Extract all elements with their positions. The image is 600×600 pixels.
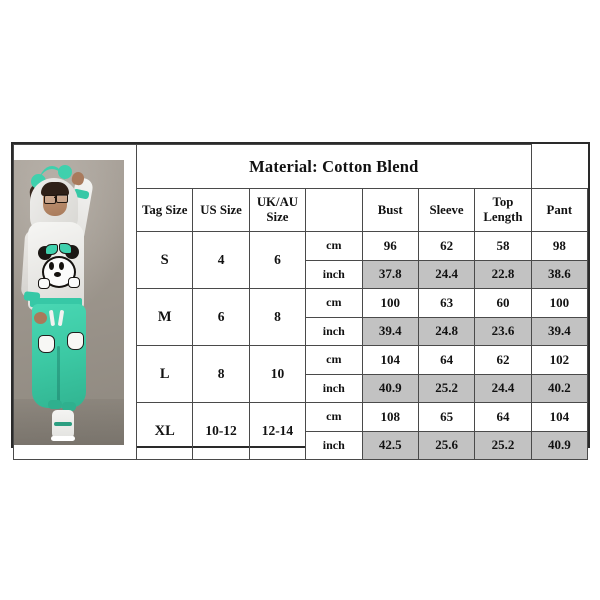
cell-uk-au-size: 10: [248, 345, 307, 403]
cell-tag-size: XL: [135, 402, 194, 460]
cell-bust-cm: 104: [361, 345, 419, 375]
product-photo-cell: [13, 144, 137, 460]
size-chart-container: Material: Cotton Blend Tag Size US Size …: [11, 142, 590, 460]
cell-tag-size: M: [135, 288, 194, 346]
cell-top-length-cm: 62: [474, 345, 532, 375]
cell-pant-inch: 40.9: [530, 430, 589, 460]
hoodie-hem-band: [30, 297, 82, 307]
column-header-row: Tag Size US Size UK/AU Size Bust Sleeve …: [14, 188, 589, 232]
cell-sleeve-inch: 24.4: [417, 259, 476, 289]
table-row: inch 37.8 24.4 22.8 38.6: [14, 259, 589, 289]
cell-unit-inch: inch: [305, 430, 363, 460]
column-header-top-length: Top Length: [474, 188, 532, 232]
cell-pant-cm: 102: [530, 345, 589, 375]
cell-sleeve-cm: 65: [417, 402, 476, 432]
cell-bust-inch: 37.8: [361, 259, 419, 289]
cell-sleeve-inch: 24.8: [417, 316, 476, 346]
glasses-lens-right-icon: [56, 193, 68, 203]
cell-uk-au-size: 6: [248, 231, 307, 289]
cell-sleeve-cm: 63: [417, 288, 476, 318]
model-hand-on-hip: [34, 311, 47, 324]
table-row: M 6 8 cm 100 63 60 100: [14, 288, 589, 346]
cell-bust-cm: 108: [361, 402, 419, 432]
cell-top-length-inch: 25.2: [474, 430, 532, 460]
table-row: inch 42.5 25.6 25.2 40.9: [14, 430, 589, 460]
cell-uk-au-size: 8: [248, 288, 307, 346]
cell-top-length-inch: 23.6: [474, 316, 532, 346]
cell-top-length-cm: 64: [474, 402, 532, 432]
column-header-sleeve: Sleeve: [417, 188, 476, 232]
cell-unit-cm: cm: [305, 231, 363, 261]
cell-unit-inch: inch: [305, 316, 363, 346]
table-row: inch 40.9 25.2 24.4 40.2: [14, 373, 589, 403]
mickey-glove-right-graphic: [67, 331, 84, 350]
cell-sleeve-cm: 62: [417, 231, 476, 261]
cell-sleeve-inch: 25.6: [417, 430, 476, 460]
cell-bust-cm: 96: [361, 231, 419, 261]
cell-unit-inch: inch: [305, 373, 363, 403]
cell-tag-size: S: [135, 231, 194, 289]
cell-pant-cm: 98: [530, 231, 589, 261]
glasses-bridge: [54, 196, 57, 198]
column-header-pant: Pant: [530, 188, 589, 232]
pants-inseam: [57, 345, 60, 408]
ear-headband: [38, 165, 66, 187]
pants-ankle-cuff-right: [62, 401, 76, 411]
cell-top-length-cm: 58: [474, 231, 532, 261]
cell-bust-cm: 100: [361, 288, 419, 318]
minnie-bow-right-graphic: [59, 242, 72, 254]
minnie-bow-left-graphic: [45, 243, 58, 255]
cell-unit-cm: cm: [305, 345, 363, 375]
cell-pant-inch: 40.2: [530, 373, 589, 403]
cell-pant-cm: 100: [530, 288, 589, 318]
column-header-tag-size: Tag Size: [135, 188, 194, 232]
cell-bust-inch: 39.4: [361, 316, 419, 346]
column-header-bust: Bust: [361, 188, 419, 232]
title-row: Material: Cotton Blend: [13, 144, 588, 460]
cell-unit-inch: inch: [305, 259, 363, 289]
pants-ankle-cuff-left: [48, 399, 62, 409]
chart-title: Material: Cotton Blend: [136, 144, 532, 189]
table-row: S 4 6 cm 96 62 58 98: [14, 231, 589, 289]
cell-bust-inch: 42.5: [361, 430, 419, 460]
minnie-eye-left-graphic: [49, 261, 54, 270]
cell-pant-cm: 104: [530, 402, 589, 432]
cell-tag-size: L: [135, 345, 194, 403]
product-photo: [14, 159, 124, 445]
sneaker-sole: [51, 435, 75, 441]
cell-unit-cm: cm: [305, 288, 363, 318]
column-header-us-size: US Size: [192, 188, 250, 232]
cell-pant-inch: 38.6: [530, 259, 589, 289]
cell-bust-inch: 40.9: [361, 373, 419, 403]
cell-top-length-inch: 24.4: [474, 373, 532, 403]
minnie-hand-left-graphic: [38, 277, 50, 289]
cell-top-length-cm: 60: [474, 288, 532, 318]
cell-sleeve-inch: 25.2: [417, 373, 476, 403]
cell-us-size: 10-12: [192, 402, 250, 460]
cell-us-size: 6: [192, 288, 250, 346]
cell-sleeve-cm: 64: [417, 345, 476, 375]
sleeve-cuff-left: [23, 290, 41, 302]
glasses-lens-left-icon: [44, 194, 56, 204]
column-header-unit: [305, 188, 363, 232]
size-chart-table: Material: Cotton Blend Tag Size US Size …: [13, 144, 589, 460]
cell-us-size: 4: [192, 231, 250, 289]
cell-uk-au-size: 12-14: [248, 402, 307, 460]
cell-unit-cm: cm: [305, 402, 363, 432]
sneaker-stripe: [54, 421, 72, 426]
model-hair-top: [41, 181, 69, 196]
minnie-eye-right-graphic: [59, 261, 64, 270]
minnie-hand-right-graphic: [68, 276, 80, 288]
mickey-glove-left-graphic: [38, 334, 55, 353]
column-header-uk-au-size: UK/AU Size: [248, 188, 307, 232]
minnie-nose-graphic: [54, 271, 61, 277]
cell-pant-inch: 39.4: [530, 316, 589, 346]
cell-top-length-inch: 22.8: [474, 259, 532, 289]
cell-us-size: 8: [192, 345, 250, 403]
